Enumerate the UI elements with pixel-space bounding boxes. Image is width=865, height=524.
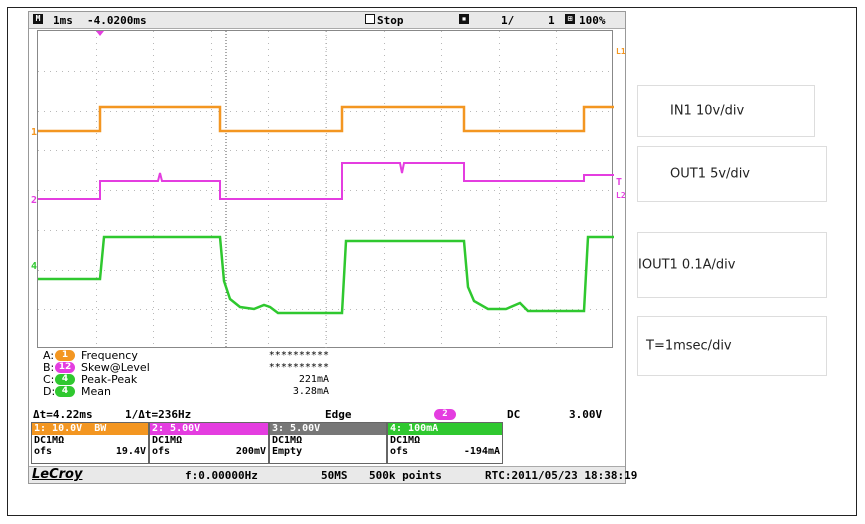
iout1-label-box: IOUT1 0.1A/div	[637, 232, 827, 298]
measurement-source-badge: 4	[55, 374, 75, 385]
rtc-timestamp: RTC:2011/05/23 18:38:19	[485, 469, 638, 482]
channel-header: 1: 10.0V BW	[32, 423, 148, 435]
trigger-coupling: DC	[507, 408, 521, 421]
sweeps-count: 1/	[501, 14, 515, 27]
waveform-grid[interactable]: 1 2 4 L1 T L2	[31, 30, 626, 349]
time-label-box: T=1msec/div	[637, 316, 827, 376]
measurement-key: B:	[43, 361, 55, 374]
channel-2-box[interactable]: 2: 5.00V DC1MΩ ofs 200mV	[149, 422, 269, 464]
measurement-name: Skew@Level	[81, 361, 150, 374]
measurement-key: A:	[43, 349, 55, 362]
iout1-label: IOUT1 0.1A/div	[638, 257, 736, 273]
channel-offset-value: 19.4V	[115, 446, 146, 457]
measurement-row[interactable]: C: 4 Peak-Peak 221mA	[43, 373, 343, 386]
trigger-mode[interactable]: Edge	[325, 408, 352, 421]
measurement-key: C:	[43, 373, 55, 386]
trigger-position-marker	[96, 31, 104, 36]
zoom-level: 100%	[579, 14, 606, 27]
measurement-key: D:	[43, 385, 56, 398]
delay-readout: -4.0200ms	[87, 14, 147, 27]
ch1-trace	[38, 105, 614, 133]
measurement-value: 3.28mA	[292, 386, 329, 397]
l1-marker: L1	[616, 47, 626, 56]
channel-offset-value: 200mV	[235, 446, 266, 457]
measurement-name: Frequency	[81, 349, 138, 362]
ch4-marker[interactable]: 4	[31, 261, 38, 272]
channel-header: 3: 5.00V	[270, 423, 386, 435]
run-state[interactable]: Stop	[377, 14, 404, 27]
in1-label: IN1 10v/div	[670, 103, 745, 119]
sweeps-total: 1	[548, 14, 555, 27]
channel-offset-label: ofs	[390, 446, 409, 457]
l2-marker: L2	[616, 191, 626, 200]
channel-header: 2: 5.00V	[150, 423, 268, 435]
measurement-row[interactable]: D: 4 Mean 3.28mA	[43, 385, 343, 398]
ch2-marker[interactable]: 2	[31, 195, 38, 206]
channel-offset: ofs -194mA	[388, 446, 502, 458]
sample-rate: 50MS	[321, 469, 348, 482]
trigger-info: Δt=4.22ms 1/Δt=236Hz Edge 2 DC 3.00V	[29, 408, 625, 432]
ch4-trace	[38, 235, 614, 315]
timebase-readout: 1ms	[53, 14, 73, 27]
out1-label: OUT1 5v/div	[670, 166, 750, 182]
measurement-row[interactable]: B: 12 Skew@Level **********	[43, 361, 343, 374]
measurement-row[interactable]: A: 1 Frequency **********	[43, 349, 343, 362]
measurement-name: Mean	[81, 385, 111, 398]
channel-1-box[interactable]: 1: 10.0V BW DC1MΩ ofs 19.4V	[31, 422, 149, 464]
inv-delta-t: 1/Δt=236Hz	[125, 408, 192, 421]
trigger-level-marker[interactable]: T	[616, 177, 623, 188]
measurement-source-badge: 1	[55, 350, 75, 361]
measurement-name: Peak-Peak	[81, 373, 138, 386]
measurement-value: **********	[268, 362, 329, 373]
out1-label-box: OUT1 5v/div	[637, 146, 827, 202]
status-bar: M 1ms -4.0200ms Stop ▪ 1/ 1 ⊞ 100%	[29, 12, 625, 29]
bottom-bar: LeCroy f:0.00000Hz 50MS 500k points RTC:…	[29, 466, 637, 483]
ch2-trace	[38, 162, 614, 200]
channel-coupling: DC1MΩ	[34, 435, 65, 446]
channel-4-box[interactable]: 4: 100mA DC1MΩ ofs -194mA	[387, 422, 503, 464]
channel-offset: ofs 200mV	[150, 446, 268, 458]
measurement-source-badge: 4	[55, 386, 75, 397]
channel-header: 4: 100mA	[388, 423, 502, 435]
channel-coupling: DC1MΩ	[390, 435, 421, 446]
measurement-value: **********	[268, 350, 329, 361]
channel-coupling: DC1MΩ	[272, 435, 303, 446]
in1-label-box: IN1 10v/div	[637, 85, 815, 137]
channel-offset-label: Empty	[272, 446, 303, 457]
waveform-display	[38, 31, 614, 349]
oscilloscope-screen: M 1ms -4.0200ms Stop ▪ 1/ 1 ⊞ 100% 1 2 4…	[28, 11, 637, 484]
channel-offset: Empty	[270, 446, 386, 458]
measurement-source-badge: 12	[55, 362, 75, 373]
lecroy-logo: LeCroy	[32, 467, 83, 482]
channel-offset-label: ofs	[152, 446, 171, 457]
channel-offset-label: ofs	[34, 446, 53, 457]
channel-offset: ofs 19.4V	[32, 446, 148, 458]
frequency-readout: f:0.00000Hz	[185, 469, 258, 482]
record-length: 500k points	[369, 469, 442, 482]
channel-coupling: DC1MΩ	[152, 435, 183, 446]
measurement-value: 221mA	[298, 374, 329, 385]
ch1-marker[interactable]: 1	[31, 127, 38, 138]
trigger-level: 3.00V	[569, 408, 603, 421]
trigger-source-badge[interactable]: 2	[434, 409, 456, 420]
time-label: T=1msec/div	[646, 338, 732, 354]
delta-t: Δt=4.22ms	[33, 408, 93, 421]
channel-offset-value: -194mA	[463, 446, 500, 457]
channel-3-box[interactable]: 3: 5.00V DC1MΩ Empty	[269, 422, 387, 464]
